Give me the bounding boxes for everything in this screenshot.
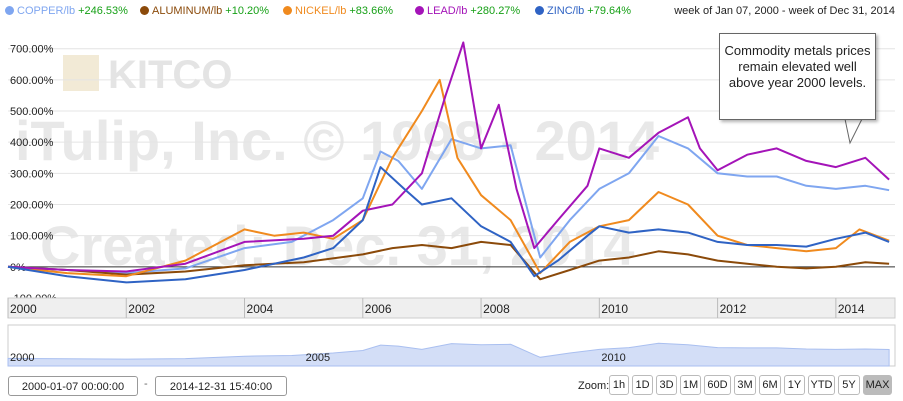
zoom-button[interactable]: 6M — [759, 375, 781, 395]
watermark-line-1: iTulip, Inc. © 1998 - 2014 — [15, 109, 659, 172]
x-tick-label: 2008 — [483, 302, 510, 316]
legend-series-name: COPPER/lb — [17, 5, 76, 17]
legend-series-change: +280.27% — [470, 5, 521, 17]
series-line — [7, 135, 890, 275]
y-tick-label: 600.00% — [10, 75, 54, 87]
series-line — [7, 78, 890, 278]
legend-item[interactable]: ZINC/lb +79.64% — [535, 5, 631, 17]
navigator-area — [7, 342, 890, 367]
date-range-label: week of Jan 07, 2000 - week of Dec 31, 2… — [674, 5, 895, 17]
y-tick-label: 300.00% — [10, 168, 54, 180]
legend-item[interactable]: ALUMINUM/lb +10.20% — [140, 5, 269, 17]
annotation-callout: Commodity metals prices remain elevated … — [719, 33, 876, 120]
y-tick-label: 200.00% — [10, 200, 54, 212]
series-line — [7, 41, 890, 273]
x-tick-label: 2014 — [838, 302, 865, 316]
chart-legend: COPPER/lb +246.53% ALUMINUM/lb +10.20% NICKE… — [0, 0, 903, 20]
legend-series-name: NICKEL/lb — [295, 5, 347, 17]
legend-series-name: ALUMINUM/lb — [152, 5, 223, 17]
from-date-input[interactable]: 2000-01-07 00:00:00 — [8, 376, 138, 396]
legend-series-change: +246.53% — [78, 5, 128, 17]
legend-color-dot — [535, 6, 544, 15]
watermark-logo-text: KITCO — [108, 53, 232, 97]
annotation-text: Commodity metals prices remain elevated … — [724, 43, 871, 90]
zoom-button[interactable]: 1M — [680, 375, 701, 395]
zoom-button[interactable]: 5Y — [838, 375, 860, 395]
series-line — [7, 166, 890, 284]
annotation-pointer — [844, 118, 863, 145]
legend-series-name: ZINC/lb — [547, 5, 585, 17]
series-line — [7, 240, 890, 281]
x-tick-label: 2010 — [601, 302, 628, 316]
zoom-button[interactable]: 60D — [704, 375, 731, 395]
zoom-button[interactable]: 1D — [632, 375, 653, 395]
x-tick-label: 2012 — [720, 302, 747, 316]
legend-item[interactable]: NICKEL/lb +83.66% — [283, 5, 393, 17]
navigator-year-label: 2005 — [306, 352, 330, 364]
navigator-year-label: 2000 — [10, 352, 34, 364]
legend-color-dot — [5, 6, 14, 15]
y-tick-label: 500.00% — [10, 106, 54, 118]
x-tick-label: 2000 — [10, 302, 37, 316]
x-axis: 2000 2002 2004 2006 2008 2010 2012 2014 — [7, 297, 896, 319]
legend-series-change: +83.66% — [349, 5, 394, 17]
zoom-button[interactable]: 3D — [656, 375, 677, 395]
legend-series-change: +79.64% — [587, 5, 632, 17]
legend-color-dot — [283, 6, 292, 15]
chart-series — [7, 41, 890, 284]
legend-color-dot — [415, 6, 424, 15]
zoom-label: Zoom: — [578, 380, 610, 392]
legend-series-change: +10.20% — [225, 5, 270, 17]
navigator-year-label: 2010 — [601, 352, 625, 364]
kitco-logo-mark — [63, 55, 99, 91]
x-tick-label: 2002 — [128, 302, 155, 316]
y-axis-ticks: 700.00% 600.00% 500.00% 400.00% 300.00% 200.0… — [10, 44, 57, 305]
zoom-button[interactable]: MAX — [863, 375, 892, 395]
x-tick-label: 2006 — [365, 302, 392, 316]
date-separator: - — [144, 378, 148, 390]
legend-item[interactable]: COPPER/lb +246.53% — [5, 5, 128, 17]
zoom-button[interactable]: YTD — [808, 375, 835, 395]
legend-item[interactable]: LEAD/lb +280.27% — [415, 5, 520, 17]
legend-series-name: LEAD/lb — [427, 5, 468, 17]
y-tick-label: 700.00% — [10, 44, 54, 56]
x-tick-label: 2004 — [247, 302, 274, 316]
legend-color-dot — [140, 6, 149, 15]
zoom-button[interactable]: 3M — [734, 375, 756, 395]
navigator[interactable]: 2000 2005 2010 — [7, 324, 896, 367]
to-date-input[interactable]: 2014-12-31 15:40:00 — [155, 376, 287, 396]
y-tick-label: 100.00% — [10, 231, 54, 243]
zoom-button[interactable]: 1Y — [784, 375, 805, 395]
zoom-button[interactable]: 1h — [609, 375, 629, 395]
y-tick-label: 400.00% — [10, 137, 54, 149]
